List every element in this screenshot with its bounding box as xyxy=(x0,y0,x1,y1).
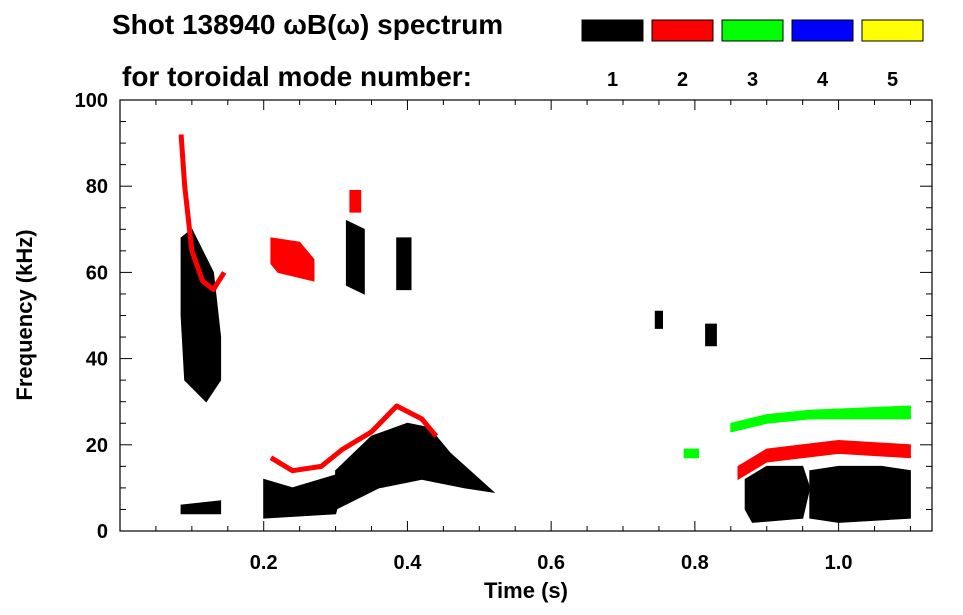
y-tick-label: 20 xyxy=(86,435,108,457)
feature-n1-0.30-0.34-high xyxy=(345,219,365,295)
feature-n3-late xyxy=(730,405,911,433)
x-tick-label: 1.0 xyxy=(825,552,853,574)
y-tick-label: 80 xyxy=(86,176,108,198)
legend-swatch-mode-5 xyxy=(861,19,924,42)
plot-area xyxy=(178,134,911,523)
feature-n2-chirp xyxy=(269,403,439,474)
feature-n1-0.75 xyxy=(654,310,663,329)
y-tick-label: 40 xyxy=(86,349,108,371)
legend-swatch-mode-1 xyxy=(581,19,644,42)
feature-n1-late-0.96-1.10 xyxy=(809,465,911,523)
chart-title-line2: for toroidal mode number: xyxy=(122,61,472,92)
legend-label-mode-1: 1 xyxy=(607,69,618,91)
y-tick-label: 60 xyxy=(86,262,108,284)
legend-swatch-mode-4 xyxy=(791,19,854,42)
feature-n1-0.82 xyxy=(705,323,717,347)
legend-swatch-mode-2 xyxy=(651,19,714,42)
legend: 1 2 3 4 5 xyxy=(581,19,924,91)
y-tick-label: 0 xyxy=(97,521,108,543)
legend-label-mode-4: 4 xyxy=(817,69,829,91)
x-tick-label: 0.6 xyxy=(537,552,565,574)
legend-label-mode-5: 5 xyxy=(887,69,898,91)
feature-n2-late xyxy=(737,439,911,481)
x-axis-label: Time (s) xyxy=(484,578,568,603)
feature-n2-early-line xyxy=(178,134,227,293)
feature-n3-0.78 xyxy=(683,448,699,459)
feature-n1-early-broadband xyxy=(180,228,222,403)
feature-n1-early-low xyxy=(180,500,222,515)
legend-label-mode-2: 2 xyxy=(677,69,688,91)
legend-label-mode-3: 3 xyxy=(747,69,758,91)
feature-n1-chirp-0.30-0.52 xyxy=(335,422,496,511)
y-tick-label: 100 xyxy=(75,90,108,112)
x-tick-label: 0.2 xyxy=(250,552,278,574)
feature-n1-late-0.87-0.95 xyxy=(744,465,811,523)
chart-title-line1: Shot 138940 ωB(ω) spectrum xyxy=(112,9,503,40)
legend-swatch-mode-3 xyxy=(721,19,784,42)
y-axis: 0 20 40 60 80 100 xyxy=(75,90,932,543)
feature-n2-0.325-high xyxy=(349,190,362,213)
plot-frame xyxy=(119,99,933,532)
feature-n1-0.38-0.41-high xyxy=(396,237,412,291)
y-axis-label: Frequency (kHz) xyxy=(12,229,37,400)
feature-n2-0.21-0.27 xyxy=(270,237,315,282)
x-axis: 0.2 0.4 0.6 0.8 1.0 xyxy=(155,100,911,574)
x-tick-label: 0.4 xyxy=(394,552,423,574)
x-tick-label: 0.8 xyxy=(681,552,709,574)
